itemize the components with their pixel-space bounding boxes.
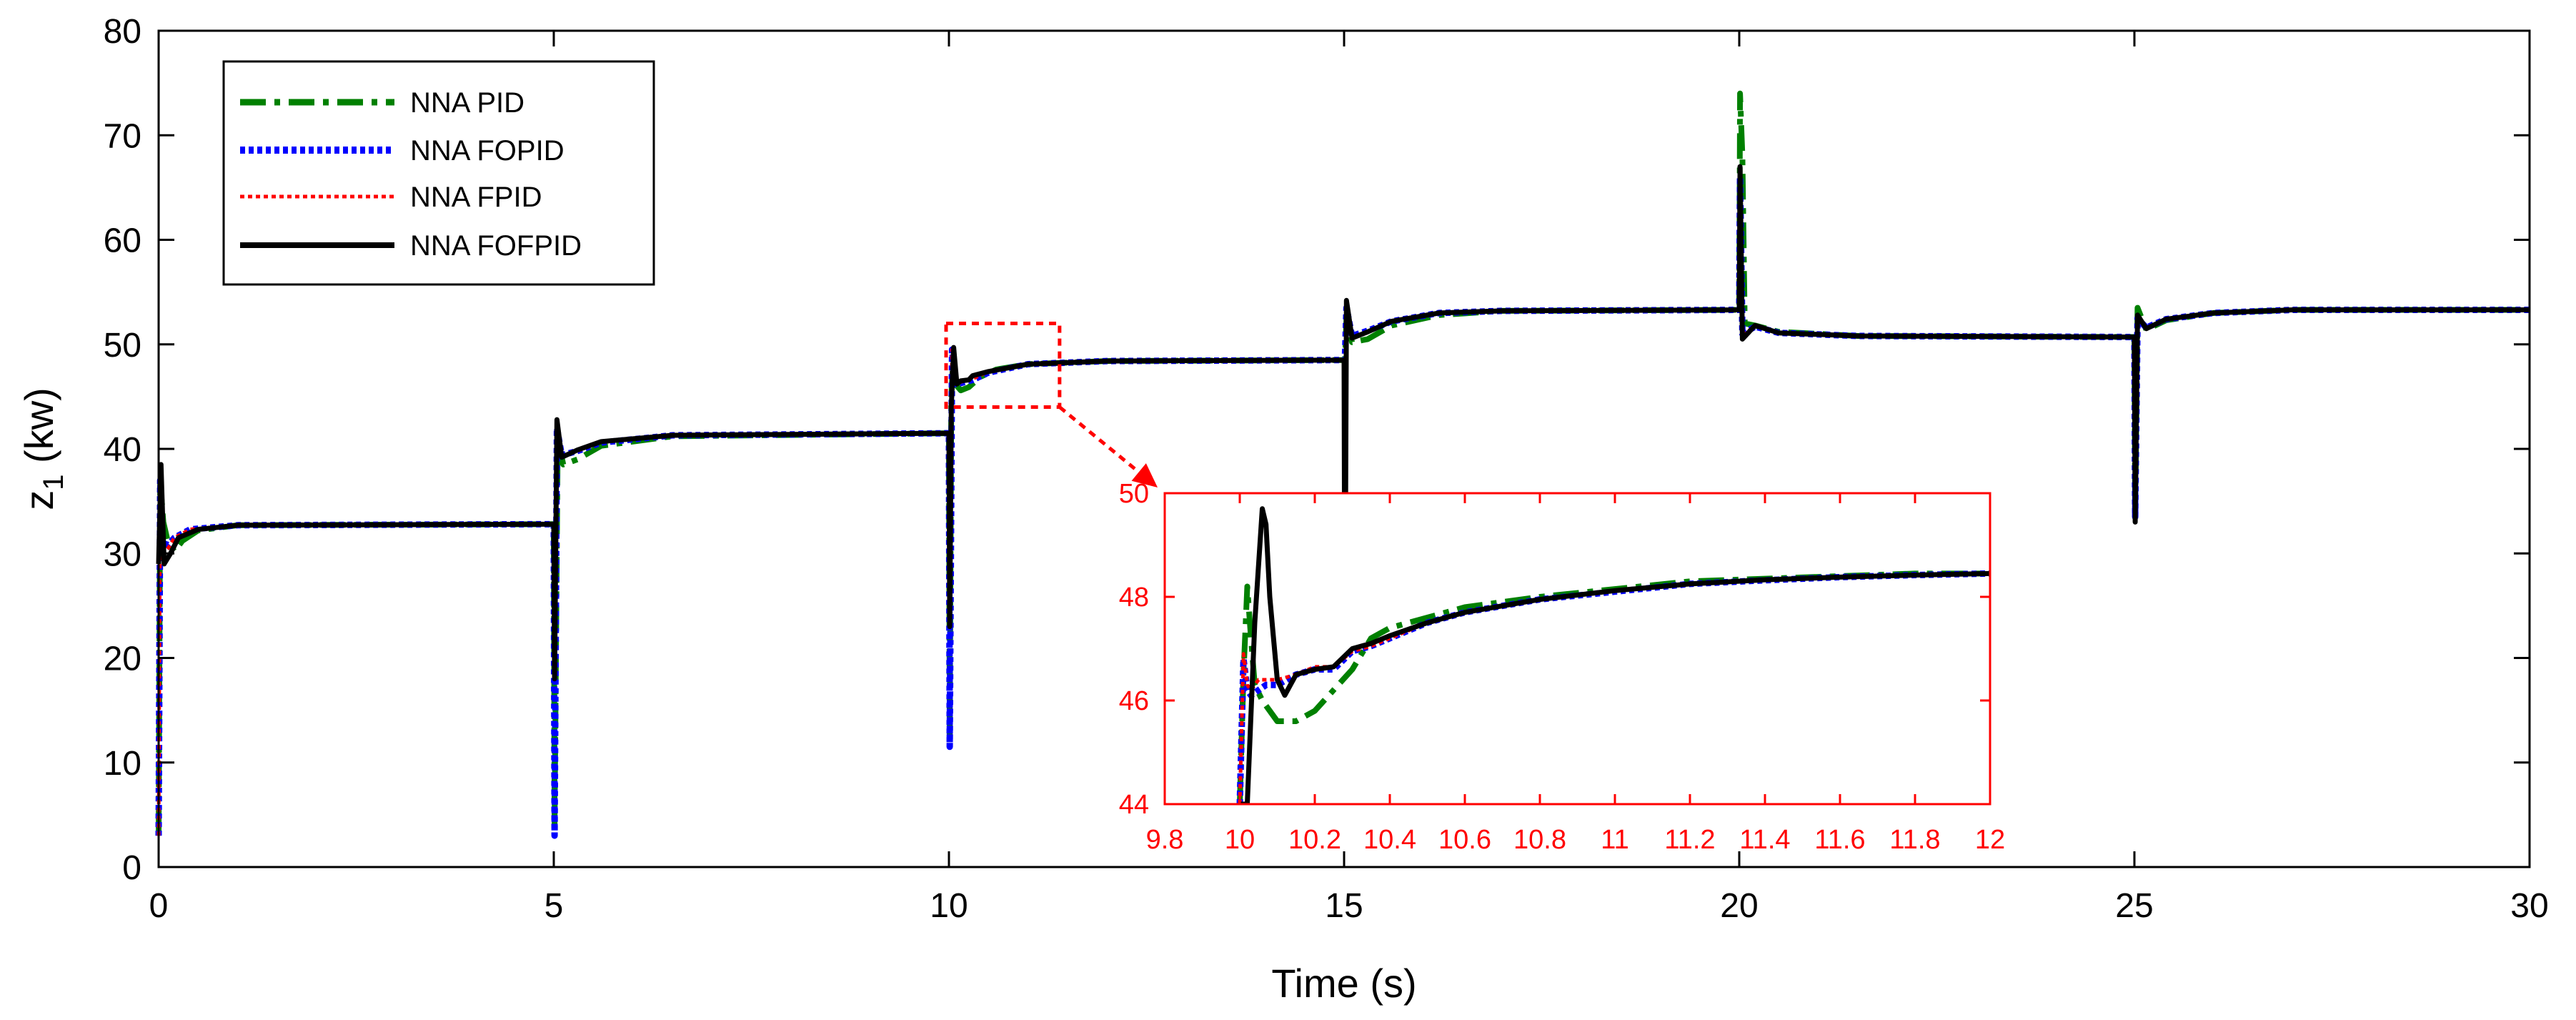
main-axis-ticks: 0 5 10 15 20 25 30 0 10 20 30 40 50 60 70 80 [104,13,2549,925]
inset-x-tick-label: 10.6 [1438,825,1491,855]
series-line-nna-fofpid [156,164,2530,682]
inset-series-line-nna-fofpid [1240,506,1990,804]
y-tick-label: 10 [104,745,141,783]
inset-frame [1163,492,1991,806]
inset-background [1165,493,1990,804]
legend: NNA PID NNA FOPID NNA FPID NNA FOFPID [222,60,655,286]
inset-series [1236,506,1990,804]
x-axis-label: Time (s) [1271,961,1416,1006]
y-tick-label: 0 [122,849,141,887]
x-tick-label: 5 [544,887,564,925]
y-tick-label: 50 [104,327,141,365]
inset-x-tick-label: 11.6 [1814,825,1865,855]
y-tick-label: 40 [104,431,141,469]
inset-x-tick-label: 10.8 [1513,825,1566,855]
zoom-region-marker [944,322,1062,409]
legend-label-nna-fpid: NNA FPID [410,182,542,213]
inset-x-tick-label: 11 [1601,825,1628,855]
legend-label-nna-pid: NNA PID [410,87,524,119]
inset-y-tick-label: 46 [1119,686,1149,716]
y-axis-label-subscript: 1 [38,475,69,490]
zoom-arrow-head [1131,463,1158,487]
y-tick-label: 60 [104,222,141,260]
y-axis-label-main: z [16,490,61,510]
inset-y-tick-label: 50 [1119,479,1149,509]
legend-label-nna-fopid: NNA FOPID [410,135,565,167]
inset-x-tick-label: 10.2 [1288,825,1341,855]
y-tick-label: 30 [104,535,141,573]
inset-x-tick-label: 11.8 [1889,825,1940,855]
inset-x-tick-label: 11.2 [1664,825,1715,855]
inset-x-tick-label: 11.4 [1739,825,1790,855]
x-tick-label: 25 [2115,887,2153,925]
y-tick-label: 80 [104,13,141,51]
legend-label-nna-fofpid: NNA FOFPID [410,230,582,262]
inset-x-tick-label: 10.4 [1363,825,1416,855]
y-axis-label: z1 (kw) [16,387,69,510]
x-tick-label: 15 [1325,887,1363,925]
zoom-arrow-line [1058,405,1140,474]
inset-x-tick-label: 12 [1975,825,2005,855]
x-tick-label: 0 [149,887,169,925]
x-tick-label: 10 [930,887,968,925]
x-tick-label: 30 [2510,887,2548,925]
inset-plot-area [1236,506,1990,804]
inset-axis-ticks: 9.8 10 10.2 10.4 10.6 10.8 11 11.2 11.4 11.6 11.8 1… [1119,479,2005,855]
inset-x-tick-label: 9.8 [1146,825,1184,855]
inset-y-tick-label: 44 [1119,790,1149,820]
x-tick-label: 20 [1720,887,1758,925]
y-axis-label-unit: (kw) [16,387,61,474]
inset-y-tick-label: 48 [1119,583,1149,613]
y-tick-label: 20 [104,640,141,678]
main-plot-series [155,90,2530,839]
y-tick-label: 70 [104,117,141,155]
inset-x-tick-label: 10 [1225,825,1255,855]
